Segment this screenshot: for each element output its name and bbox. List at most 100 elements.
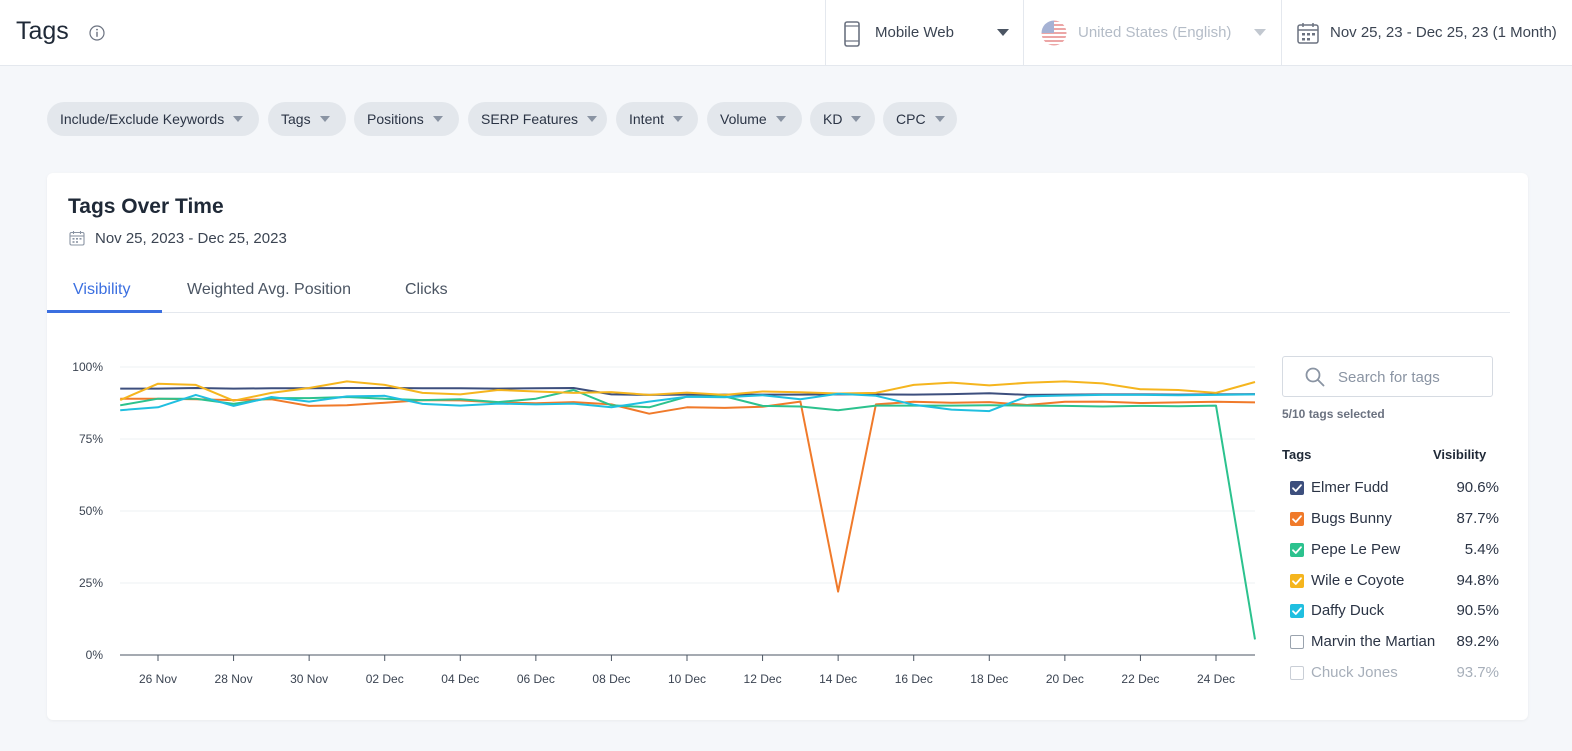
series-line-bugs-bunny <box>120 397 1256 593</box>
filter-cpc[interactable]: CPC <box>883 102 957 136</box>
filter-label: KD <box>823 111 843 127</box>
legend-row-wile-e-coyote[interactable]: Wile e Coyote 94.8% <box>1282 570 1502 594</box>
locale-selector[interactable]: United States (English) <box>1023 0 1281 66</box>
tag-search-box[interactable] <box>1282 356 1493 397</box>
x-tick-label: 16 Dec <box>895 672 933 686</box>
x-tick-label: 24 Dec <box>1197 672 1235 686</box>
chevron-down-icon <box>432 116 443 122</box>
checkbox-icon[interactable] <box>1290 666 1304 680</box>
legend-row-pepe-le-pew[interactable]: Pepe Le Pew 5.4% <box>1282 539 1502 563</box>
chevron-down-icon <box>319 116 330 122</box>
x-tick-label: 18 Dec <box>970 672 1008 686</box>
x-tick-label: 12 Dec <box>744 672 782 686</box>
card-title: Tags Over Time <box>68 195 224 218</box>
page-title: Tags <box>16 17 69 45</box>
check-icon <box>1292 577 1302 585</box>
checkbox-icon[interactable] <box>1290 604 1304 618</box>
filter-include-exclude-keywords[interactable]: Include/Exclude Keywords <box>47 102 259 136</box>
series-line-daffy-duck <box>120 392 1256 413</box>
filter-intent[interactable]: Intent <box>616 102 698 136</box>
legend-row-chuck-jones[interactable]: Chuck Jones 93.7% <box>1282 662 1502 686</box>
checkbox-icon[interactable] <box>1290 512 1304 526</box>
calendar-icon <box>69 231 85 246</box>
x-tick-label: 22 Dec <box>1121 672 1159 686</box>
tags-column-header: Tags <box>1282 447 1312 462</box>
chevron-down-icon <box>233 116 244 122</box>
device-selector[interactable]: Mobile Web <box>825 0 1023 66</box>
tag-visibility: 90.5% <box>1456 602 1499 619</box>
chevron-down-icon <box>673 116 684 122</box>
legend-row-marvin-the-martian[interactable]: Marvin the Martian 89.2% <box>1282 631 1502 655</box>
tag-visibility: 94.8% <box>1456 572 1499 589</box>
tag-name: Bugs Bunny <box>1311 510 1392 527</box>
y-tick-label: 0% <box>86 648 104 662</box>
filter-label: Include/Exclude Keywords <box>60 111 225 127</box>
tag-visibility: 89.2% <box>1456 633 1499 650</box>
filter-label: Tags <box>281 111 311 127</box>
filter-volume[interactable]: Volume <box>707 102 802 136</box>
chevron-down-icon <box>775 116 786 122</box>
tag-search-input[interactable] <box>1338 367 1488 387</box>
tab-visibility[interactable]: Visibility <box>73 281 131 298</box>
calendar-icon <box>1297 23 1319 44</box>
x-tick-label: 02 Dec <box>366 672 404 686</box>
info-icon[interactable] <box>89 25 105 41</box>
filter-label: CPC <box>896 111 926 127</box>
tag-name: Marvin the Martian <box>1311 633 1436 650</box>
check-icon <box>1292 607 1302 615</box>
chevron-down-icon <box>587 116 598 122</box>
tag-name: Wile e Coyote <box>1311 572 1405 589</box>
x-tick-label: 26 Nov <box>139 672 177 686</box>
x-tick-label: 14 Dec <box>819 672 857 686</box>
filter-positions[interactable]: Positions <box>354 102 459 136</box>
device-label: Mobile Web <box>875 24 954 41</box>
tags-over-time-card: Tags Over Time Nov 25, 2023 - Dec 25, 20… <box>47 173 1528 720</box>
checkbox-icon[interactable] <box>1290 481 1304 495</box>
y-tick-label: 100% <box>72 360 103 374</box>
tabs-divider <box>47 312 1510 313</box>
search-icon <box>1305 367 1325 387</box>
y-tick-label: 75% <box>79 432 103 446</box>
series-line-pepe-le-pew <box>120 389 1256 640</box>
check-icon <box>1292 484 1302 492</box>
date-range-label: Nov 25, 23 - Dec 25, 23 (1 Month) <box>1330 24 1557 41</box>
date-range-selector[interactable]: Nov 25, 23 - Dec 25, 23 (1 Month) <box>1281 0 1572 66</box>
check-icon <box>1292 546 1302 554</box>
tag-name: Chuck Jones <box>1311 664 1398 681</box>
legend-row-daffy-duck[interactable]: Daffy Duck 90.5% <box>1282 600 1502 624</box>
checkbox-icon[interactable] <box>1290 635 1304 649</box>
tags-selected-count: 5/10 tags selected <box>1282 407 1385 421</box>
filter-kd[interactable]: KD <box>810 102 875 136</box>
y-tick-label: 25% <box>79 576 103 590</box>
filter-label: Positions <box>367 111 424 127</box>
visibility-column-header: Visibility <box>1433 447 1487 462</box>
chevron-down-icon <box>851 116 862 122</box>
filter-tags[interactable]: Tags <box>268 102 346 136</box>
active-tab-indicator <box>47 310 162 313</box>
tab-weighted-avg-position[interactable]: Weighted Avg. Position <box>187 281 351 298</box>
chevron-down-icon <box>1254 29 1266 36</box>
checkbox-icon[interactable] <box>1290 543 1304 557</box>
tag-visibility: 5.4% <box>1464 541 1499 558</box>
filter-label: SERP Features <box>481 111 579 127</box>
us-flag-icon <box>1041 20 1067 46</box>
tag-visibility: 93.7% <box>1456 664 1499 681</box>
check-icon <box>1292 515 1302 523</box>
filter-label: Volume <box>720 111 767 127</box>
locale-label: United States (English) <box>1078 24 1232 41</box>
filter-label: Intent <box>629 111 665 127</box>
tag-name: Elmer Fudd <box>1311 479 1389 496</box>
tab-clicks[interactable]: Clicks <box>405 281 448 298</box>
legend-row-elmer-fudd[interactable]: Elmer Fudd 90.6% <box>1282 477 1502 501</box>
x-tick-label: 10 Dec <box>668 672 706 686</box>
tag-visibility: 90.6% <box>1456 479 1499 496</box>
tag-name: Pepe Le Pew <box>1311 541 1401 558</box>
legend-row-bugs-bunny[interactable]: Bugs Bunny 87.7% <box>1282 508 1502 532</box>
x-tick-label: 08 Dec <box>592 672 630 686</box>
checkbox-icon[interactable] <box>1290 574 1304 588</box>
x-tick-label: 06 Dec <box>517 672 555 686</box>
filter-serp-features[interactable]: SERP Features <box>468 102 607 136</box>
top-bar: Tags Mobile Web <box>0 0 1572 66</box>
chevron-down-icon <box>997 29 1009 36</box>
